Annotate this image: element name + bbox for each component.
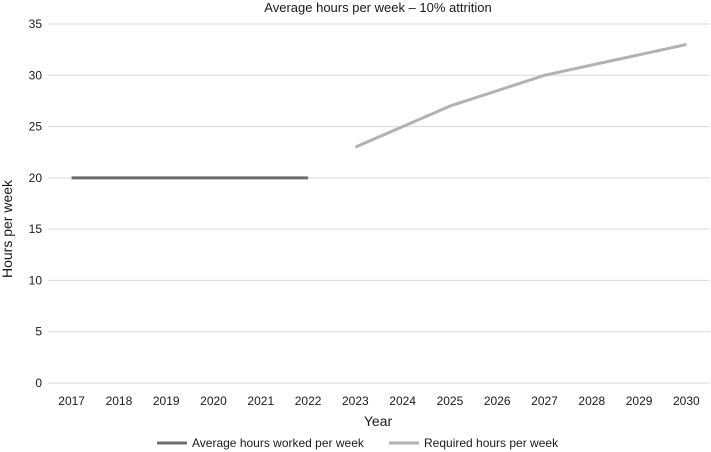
x-tick-label: 2017	[58, 394, 85, 408]
x-tick-label: 2026	[484, 394, 511, 408]
x-tick-label: 2027	[531, 394, 558, 408]
y-axis-label: Hours per week	[0, 179, 15, 278]
legend-label-1: Average hours worked per week	[192, 436, 365, 450]
x-tick-label: 2024	[389, 394, 416, 408]
y-tick-label: 5	[35, 325, 42, 339]
x-tick-label: 2022	[295, 394, 322, 408]
x-axis-ticks: 2017 2018 2019 2020 2021 2022 2023 2024 2025 2026…	[58, 394, 700, 408]
x-tick-label: 2020	[200, 394, 227, 408]
legend: Average hours worked per week Required ho…	[157, 436, 559, 450]
chart-title: Average hours per week – 10% attrition	[264, 0, 491, 15]
x-tick-label: 2018	[106, 394, 133, 408]
x-tick-label: 2021	[247, 394, 274, 408]
series-lines	[71, 43, 687, 180]
y-tick-label: 0	[35, 376, 42, 390]
series-line-2	[354, 43, 687, 149]
y-tick-label: 10	[29, 273, 43, 287]
x-tick-label: 2028	[578, 394, 605, 408]
y-tick-label: 35	[29, 17, 43, 31]
legend-label-2: Required hours per week	[424, 436, 559, 450]
x-tick-label: 2019	[153, 394, 180, 408]
y-tick-label: 25	[29, 120, 43, 134]
x-tick-label: 2030	[673, 394, 700, 408]
y-tick-label: 20	[29, 171, 43, 185]
x-axis-label: Year	[364, 413, 393, 429]
y-tick-label: 30	[29, 68, 43, 82]
x-tick-label: 2023	[342, 394, 369, 408]
x-tick-label: 2025	[437, 394, 464, 408]
gridlines	[48, 23, 710, 384]
y-tick-label: 15	[29, 222, 43, 236]
x-tick-label: 2029	[626, 394, 653, 408]
y-axis-ticks: 0 5 10 15 20 25 30 35	[29, 17, 43, 390]
